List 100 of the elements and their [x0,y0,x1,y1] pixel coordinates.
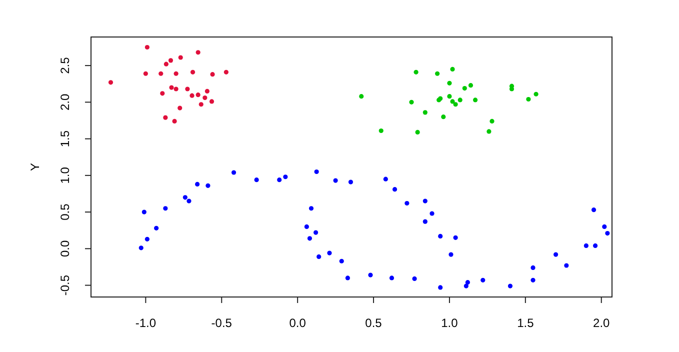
point [144,236,150,242]
point [204,88,210,94]
point [438,234,443,239]
y-axis-title: Y [28,162,42,172]
x-tick-label: 1.5 [517,316,534,330]
point [224,70,228,74]
point [333,178,338,183]
point [378,128,384,134]
point [307,236,312,241]
point [465,280,470,285]
point [447,80,452,86]
point [138,246,144,250]
point [462,86,467,91]
point [195,182,200,187]
point [231,170,236,175]
x-tick-label: -1.0 [135,316,156,330]
point [392,187,398,192]
point [430,211,434,216]
point [206,183,210,188]
point [158,71,164,76]
point [468,83,474,88]
point [414,70,418,74]
point [174,86,178,92]
point [348,180,354,184]
x-tick-label: 0.5 [365,316,382,330]
point [345,276,350,280]
point [422,110,428,115]
y-tick-label: -0.5 [58,274,72,296]
point [389,276,394,280]
point [182,195,188,200]
x-tick-label: -0.5 [211,316,232,330]
point [209,99,214,104]
point [422,219,428,224]
point [154,226,159,230]
point [308,206,314,211]
point [359,94,364,99]
y-tick-label: 2.5 [58,56,72,74]
point [185,86,190,92]
point [412,276,417,281]
point [327,250,332,256]
point [530,278,536,282]
point [314,169,319,174]
point [450,99,455,104]
point [190,70,196,74]
point [453,102,458,107]
point [564,263,569,268]
point [210,72,215,77]
point [458,98,462,102]
point [422,198,428,204]
point [196,92,200,98]
point [602,224,607,229]
y-tick-label: 0.5 [58,203,72,220]
point [169,85,174,90]
point [453,235,458,240]
point [190,93,194,98]
point [172,118,177,124]
x-tick-label: 1.0 [441,316,458,330]
point [198,102,204,107]
point [490,118,494,124]
point [447,94,452,99]
point [530,265,536,270]
point [174,71,178,76]
point [160,91,165,96]
y-tick-label: 1.5 [58,130,72,148]
point [186,198,192,204]
point [415,130,420,135]
point [554,252,558,257]
point [283,174,288,180]
point [144,44,150,50]
point [472,98,478,102]
point [383,176,388,182]
point [480,278,486,282]
point [508,284,513,288]
point [143,71,148,76]
point [163,206,168,211]
point [196,50,200,55]
point [584,243,588,248]
y-tick-label: 0.0 [58,240,72,258]
point [108,80,114,85]
point [316,254,322,260]
point [404,200,410,206]
point [178,106,182,110]
point [605,230,610,236]
point [178,55,183,60]
point [438,285,443,290]
y-tick-label: 1.0 [58,166,72,184]
point [441,114,446,120]
point [591,208,596,212]
point [168,58,174,63]
point [163,115,168,120]
point [448,252,454,257]
point [164,62,168,66]
x-tick-label: 0.0 [289,316,306,330]
point [450,66,455,72]
point [592,243,598,248]
point [464,284,468,288]
point [409,100,414,104]
x-tick-label: 2.0 [593,316,610,330]
point [202,95,208,100]
point [526,96,531,102]
